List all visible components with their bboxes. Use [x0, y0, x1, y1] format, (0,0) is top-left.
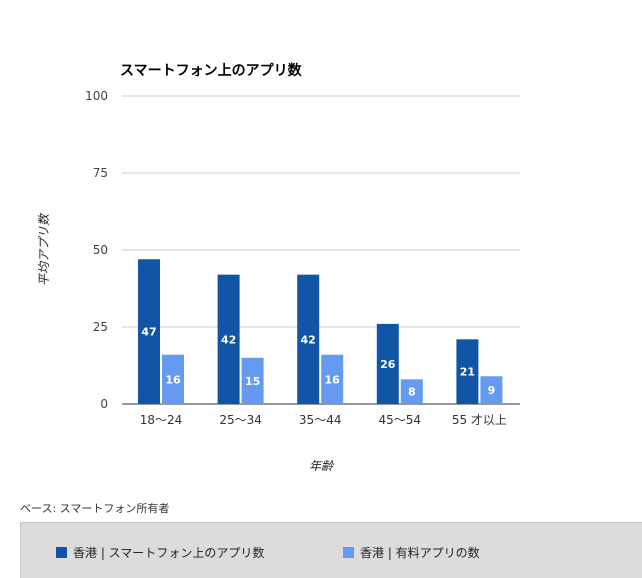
y-tick-label: 100: [85, 89, 108, 103]
base-note: ベース: スマートフォン所有者: [20, 502, 170, 515]
y-tick-label: 25: [93, 320, 108, 334]
bar-series-1: [376, 323, 399, 404]
y-tick-label: 0: [100, 397, 108, 411]
data-label: 26: [380, 358, 396, 371]
chart-title: スマートフォン上のアプリ数: [120, 63, 302, 79]
legend-label-series-2: 香港 | 有料アプリの数: [360, 546, 480, 560]
legend-item-series-2: 香港 | 有料アプリの数: [343, 544, 480, 561]
legend-label-series-1: 香港 | スマートフォン上のアプリ数: [73, 546, 265, 560]
data-label: 15: [245, 375, 260, 388]
legend: 香港 | スマートフォン上のアプリ数 香港 | 有料アプリの数: [20, 522, 642, 578]
y-axis-title: 平均アプリ数: [37, 212, 51, 286]
x-tick-label: 18～24: [140, 413, 183, 427]
bar-series-1: [456, 339, 479, 404]
bar-series-1: [138, 259, 160, 404]
data-label: 16: [325, 373, 341, 386]
x-axis-title: 年齢: [309, 459, 335, 473]
legend-swatch-series-1: [56, 547, 67, 558]
bar-series-1: [297, 274, 320, 404]
x-tick-label: 35～44: [299, 413, 342, 427]
legend-swatch-series-2: [343, 547, 354, 558]
data-label: 16: [165, 373, 181, 386]
bar-series-2: [321, 354, 344, 404]
x-tick-label: 45～54: [379, 413, 422, 427]
x-tick-label: 55 才以上: [452, 413, 507, 427]
y-tick-label: 50: [93, 243, 108, 257]
data-label: 9: [488, 384, 496, 397]
bar-series-1: [217, 274, 240, 404]
data-label: 21: [460, 366, 475, 379]
bar-series-2: [480, 376, 503, 404]
bar-chart: 0 25 50 75 100 47 16 18～24 42 15 25～34 42 16 35～44 26 8…: [37, 89, 520, 473]
data-label: 47: [141, 326, 156, 339]
data-label: 8: [408, 386, 416, 399]
data-label: 42: [301, 333, 316, 346]
bar-series-2: [400, 379, 423, 404]
y-tick-label: 75: [93, 166, 108, 180]
data-label: 42: [221, 333, 236, 346]
bar-series-2: [162, 354, 184, 404]
bar-series-2: [241, 357, 264, 404]
x-tick-label: 25～34: [219, 413, 262, 427]
legend-item-series-1: 香港 | スマートフォン上のアプリ数: [56, 544, 264, 561]
